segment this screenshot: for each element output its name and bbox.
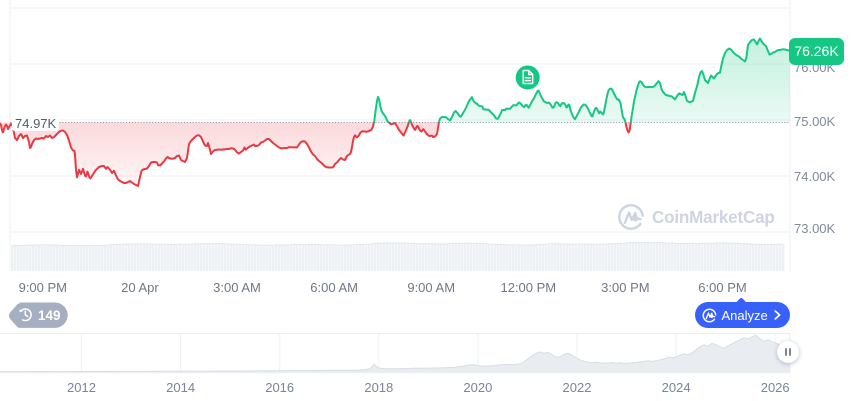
svg-text:149: 149 bbox=[38, 308, 61, 323]
